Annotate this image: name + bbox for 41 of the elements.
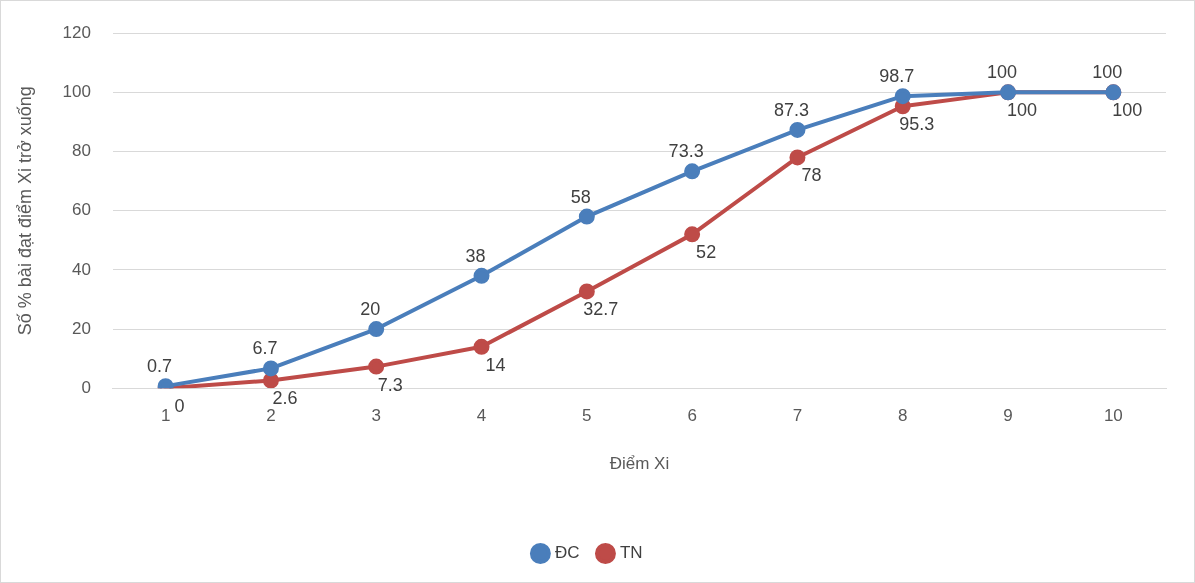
data-label: 38 bbox=[465, 245, 486, 266]
data-label: 98.7 bbox=[879, 66, 915, 87]
y-tick-label: 100 bbox=[62, 82, 91, 102]
legend-label: TN bbox=[619, 543, 643, 563]
x-tick-label: 10 bbox=[1103, 406, 1123, 426]
data-label: 2.6 bbox=[272, 388, 298, 409]
y-tick-label: 20 bbox=[72, 318, 91, 338]
data-label: 6.7 bbox=[252, 338, 278, 359]
data-label: 78 bbox=[801, 165, 822, 186]
x-tick-label: 1 bbox=[160, 406, 171, 426]
data-label: 52 bbox=[696, 242, 717, 263]
x-tick-label: 7 bbox=[792, 406, 803, 426]
data-label: 100 bbox=[1092, 62, 1123, 83]
y-axis-title: Số % bài đạt điểm Xi trở xuống bbox=[14, 86, 35, 336]
y-tick-label: 60 bbox=[72, 200, 91, 220]
data-label: 32.7 bbox=[583, 299, 619, 320]
y-tick-label: 40 bbox=[72, 259, 91, 279]
data-label: 20 bbox=[360, 299, 381, 319]
y-tick-label: 0 bbox=[81, 377, 91, 397]
data-label: 0 bbox=[174, 396, 185, 417]
y-tick-label: 80 bbox=[72, 141, 91, 161]
data-label: 73.3 bbox=[668, 141, 704, 162]
legend-label: ĐC bbox=[554, 543, 580, 563]
data-label: 95.3 bbox=[899, 114, 935, 135]
x-tick-label: 2 bbox=[266, 406, 276, 426]
x-tick-label: 8 bbox=[898, 406, 908, 426]
x-tick-label: 3 bbox=[371, 406, 381, 426]
data-label: 0.7 bbox=[147, 356, 173, 377]
data-label: 100 bbox=[1007, 100, 1038, 121]
x-tick-label: 6 bbox=[687, 406, 697, 426]
data-label: 100 bbox=[987, 62, 1018, 83]
x-tick-label: 4 bbox=[476, 406, 487, 426]
x-tick-label: 9 bbox=[1003, 406, 1013, 426]
x-axis-title: Điểm Xi bbox=[609, 454, 670, 474]
data-label: 87.3 bbox=[773, 99, 809, 120]
data-label: 100 bbox=[1112, 100, 1143, 121]
data-label: 58 bbox=[570, 186, 591, 207]
x-tick-label: 5 bbox=[582, 406, 592, 426]
data-label: 7.3 bbox=[377, 374, 403, 395]
data-label: 14 bbox=[485, 354, 506, 375]
y-tick-label: 120 bbox=[62, 22, 91, 42]
